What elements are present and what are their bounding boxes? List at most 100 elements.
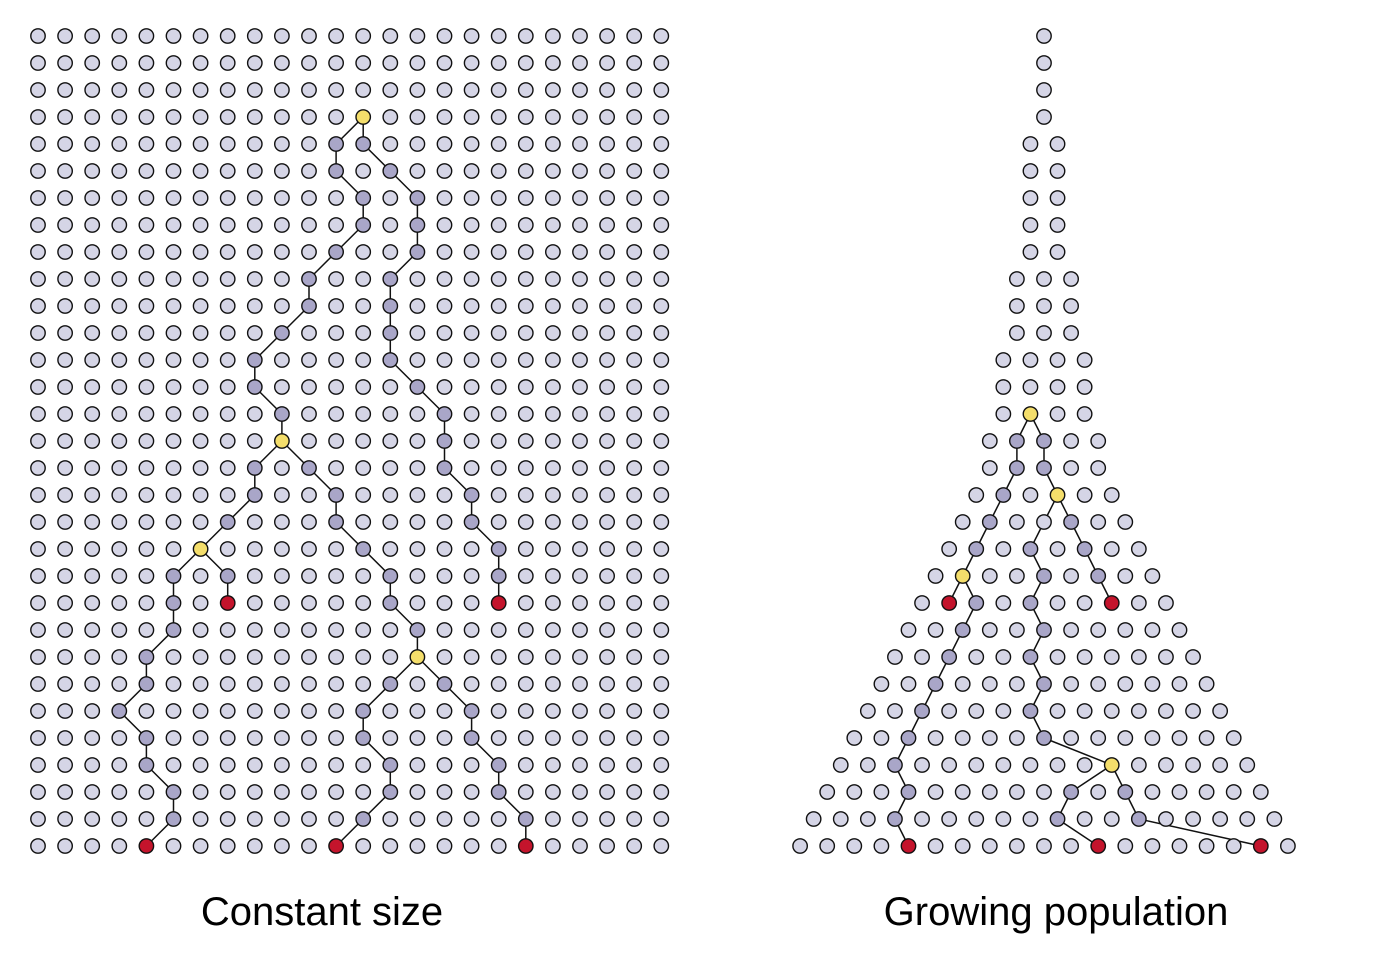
individual-node (1063, 676, 1080, 692)
individual-node (545, 271, 561, 287)
individual-node (57, 55, 73, 71)
individual-node (30, 163, 46, 179)
individual-node (328, 406, 344, 422)
individual-node (599, 568, 615, 584)
individual-node (30, 514, 46, 530)
individual-node (1144, 784, 1161, 800)
individual-node (1009, 784, 1025, 800)
lineage-node (355, 217, 372, 233)
individual-node (84, 730, 101, 746)
individual-node (409, 487, 426, 503)
individual-node (382, 514, 399, 530)
individual-node (273, 136, 290, 152)
individual-node (301, 55, 317, 71)
individual-node (653, 352, 670, 368)
individual-node (626, 568, 643, 584)
individual-node (436, 109, 453, 125)
individual-node (463, 379, 480, 395)
individual-node (84, 460, 101, 476)
individual-node (572, 622, 588, 638)
individual-node (517, 622, 534, 638)
lineage-node (463, 514, 480, 530)
individual-node (301, 703, 317, 719)
individual-node (1036, 82, 1052, 98)
individual-node (517, 649, 534, 665)
individual-node (1158, 811, 1174, 827)
individual-node (84, 433, 101, 449)
individual-node (165, 325, 182, 341)
individual-node (328, 649, 344, 665)
individual-node (57, 109, 73, 125)
individual-node (165, 55, 182, 71)
individual-node (328, 190, 344, 206)
lineage-node (355, 703, 372, 719)
individual-node (165, 109, 182, 125)
individual-node (599, 136, 615, 152)
individual-node (1225, 784, 1242, 800)
individual-node (1185, 811, 1201, 827)
individual-node (57, 163, 73, 179)
individual-node (219, 649, 236, 665)
individual-node (382, 811, 399, 827)
lineage-node (409, 379, 426, 395)
individual-node (572, 55, 588, 71)
individual-node (57, 136, 73, 152)
individual-node (355, 514, 372, 530)
individual-node (84, 82, 101, 98)
individual-node (57, 217, 73, 233)
lineage-node (355, 541, 372, 557)
lineage-node (463, 487, 480, 503)
individual-node (273, 784, 290, 800)
individual-node (1076, 703, 1093, 719)
individual-node (463, 649, 480, 665)
individual-node (572, 784, 588, 800)
individual-node (84, 649, 101, 665)
lineage-node (900, 730, 917, 746)
individual-node (490, 811, 507, 827)
individual-node (1185, 649, 1201, 665)
individual-node (1009, 298, 1025, 314)
lineage-node (436, 676, 453, 692)
individual-node (219, 838, 236, 854)
individual-node (653, 757, 670, 773)
individual-node (599, 298, 615, 314)
individual-node (1198, 784, 1215, 800)
individual-node (246, 82, 263, 98)
individual-node (1063, 568, 1080, 584)
individual-node (246, 541, 263, 557)
individual-node (599, 784, 615, 800)
individual-node (436, 82, 453, 98)
individual-node (382, 406, 399, 422)
individual-node (30, 730, 46, 746)
individual-node (219, 406, 236, 422)
individual-node (1171, 784, 1188, 800)
common-ancestor-node (355, 109, 372, 125)
individual-node (1090, 514, 1107, 530)
individual-node (572, 28, 588, 44)
individual-node (355, 82, 372, 98)
individual-node (545, 757, 561, 773)
individual-node (84, 244, 101, 260)
individual-node (1117, 730, 1134, 746)
individual-node (1076, 406, 1093, 422)
individual-node (626, 514, 643, 530)
individual-node (328, 55, 344, 71)
individual-node (1090, 460, 1107, 476)
individual-node (572, 244, 588, 260)
individual-node (111, 109, 128, 125)
lineage-node (328, 514, 344, 530)
lineage-node (355, 730, 372, 746)
individual-node (1036, 838, 1052, 854)
individual-node (1022, 379, 1039, 395)
individual-node (545, 82, 561, 98)
individual-node (572, 109, 588, 125)
lineage-node (273, 325, 290, 341)
individual-node (246, 217, 263, 233)
individual-node (111, 838, 128, 854)
individual-node (545, 460, 561, 476)
individual-node (30, 352, 46, 368)
individual-node (846, 784, 863, 800)
individual-node (1225, 838, 1242, 854)
individual-node (572, 406, 588, 422)
individual-node (954, 730, 971, 746)
